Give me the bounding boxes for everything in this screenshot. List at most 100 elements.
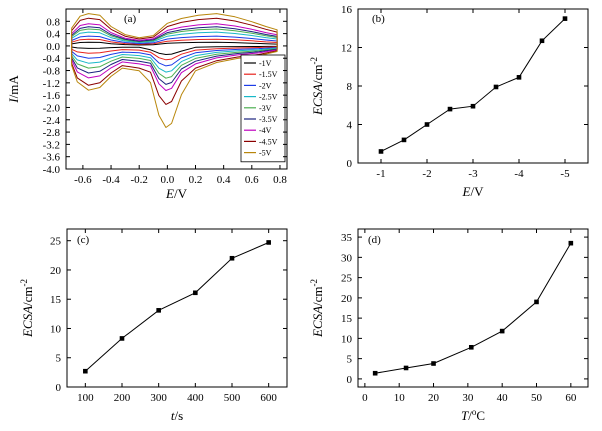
y-axis-label: I/mA bbox=[6, 75, 21, 104]
data-point bbox=[229, 255, 235, 261]
x-tick-label: 500 bbox=[224, 392, 241, 404]
y-tick-label: -3.6 bbox=[43, 152, 61, 164]
series-line bbox=[380, 18, 566, 152]
legend-label: -1V bbox=[259, 59, 272, 68]
cv-curve bbox=[71, 35, 278, 67]
plot-frame bbox=[357, 228, 589, 388]
x-tick-label: -5 bbox=[560, 168, 570, 180]
y-tick-label: 0 bbox=[347, 158, 353, 170]
x-tick-label: -1 bbox=[376, 168, 385, 180]
x-tick-label: 10 bbox=[394, 392, 406, 404]
panel-0-axes: -0.6 -0.4 -0.2 0.0 0.2 0.4 0.6 0.80.80.40.0-0.4… bbox=[6, 8, 288, 201]
data-point bbox=[470, 103, 476, 109]
data-point bbox=[562, 16, 568, 21]
y-tick-label: 30 bbox=[341, 252, 353, 264]
y-tick-label: 15 bbox=[341, 313, 353, 325]
x-tick-label: 0.4 bbox=[217, 174, 231, 186]
y-tick-label: 0.0 bbox=[46, 41, 60, 53]
x-tick-label: 200 bbox=[114, 392, 131, 404]
y-tick-label: 8 bbox=[347, 81, 353, 93]
y-tick-label: -2.8 bbox=[43, 127, 61, 139]
panel-1-series bbox=[378, 16, 568, 154]
data-point bbox=[372, 370, 378, 376]
panel-1-axes: -1 -2 -3 -4 -5 0 4 8 12 16 (b) E/V ECSA/cm-2 bbox=[309, 4, 589, 199]
data-point bbox=[403, 365, 409, 371]
data-point bbox=[493, 84, 499, 90]
x-tick-label: -0.2 bbox=[130, 174, 147, 186]
x-tick-label: 60 bbox=[565, 392, 577, 404]
plot-frame bbox=[65, 8, 288, 170]
panel-0-cv-curves bbox=[71, 13, 278, 128]
y-tick-label: 20 bbox=[341, 293, 353, 305]
y-tick-label: 0 bbox=[347, 374, 353, 386]
panel-label: (b) bbox=[372, 13, 385, 25]
data-point bbox=[266, 240, 271, 245]
y-tick-label: 10 bbox=[50, 323, 62, 335]
x-tick-label: 0 bbox=[362, 392, 368, 404]
y-tick-label: 20 bbox=[50, 265, 62, 277]
panel-2-axes: 100 200 300 400 500 600 0 5 10 15 20 25 (c) t/s ECSA/c… bbox=[19, 228, 288, 423]
x-tick-label: -3 bbox=[468, 168, 478, 180]
y-tick-label: 35 bbox=[341, 232, 353, 244]
data-point bbox=[424, 122, 430, 127]
legend-label: -2.5V bbox=[259, 93, 278, 102]
data-point bbox=[193, 290, 198, 296]
y-tick-label: 5 bbox=[56, 353, 62, 365]
cv-curve bbox=[71, 41, 278, 55]
y-tick-label: 25 bbox=[50, 236, 62, 248]
y-axis-label: ECSA/cm-2 bbox=[309, 57, 325, 116]
x-tick-label: 0.8 bbox=[273, 174, 287, 186]
plot-frame bbox=[66, 228, 288, 388]
x-tick-label: -4 bbox=[514, 168, 524, 180]
data-point bbox=[83, 368, 88, 374]
x-tick-label: 30 bbox=[462, 392, 474, 404]
data-point bbox=[431, 361, 436, 366]
y-tick-label: 10 bbox=[341, 333, 353, 345]
x-tick-label: 300 bbox=[150, 392, 167, 404]
panel-label: (c) bbox=[77, 234, 90, 246]
panel-2-series bbox=[83, 240, 271, 374]
y-tick-label: -2.4 bbox=[43, 115, 61, 127]
data-point bbox=[468, 344, 474, 350]
y-tick-label: 12 bbox=[341, 43, 352, 55]
y-tick-label: -2.0 bbox=[43, 102, 61, 114]
data-point bbox=[156, 308, 161, 313]
cv-curve bbox=[71, 17, 278, 105]
x-axis-label: E/V bbox=[462, 184, 485, 199]
y-tick-label: 15 bbox=[50, 294, 62, 306]
x-axis-label: E/V bbox=[165, 186, 188, 201]
y-tick-label: -1.2 bbox=[43, 78, 60, 90]
y-tick-label: 0.8 bbox=[46, 16, 60, 28]
legend-label: -1.5V bbox=[259, 70, 278, 79]
legend-label: -3V bbox=[259, 104, 272, 113]
x-tick-label: 50 bbox=[531, 392, 543, 404]
legend-label: -2V bbox=[259, 81, 272, 90]
panel-label: (d) bbox=[368, 234, 381, 246]
legend-label: -4.5V bbox=[259, 137, 278, 146]
x-tick-label: -2 bbox=[422, 168, 431, 180]
data-point bbox=[516, 75, 522, 80]
y-tick-label: -3.2 bbox=[43, 139, 60, 151]
y-axis-label: ECSA/cm-2 bbox=[309, 279, 325, 338]
cv-curve bbox=[71, 13, 278, 128]
y-tick-label: -0.4 bbox=[43, 53, 61, 65]
cv-curve bbox=[71, 38, 278, 61]
x-axis-label: T/oC bbox=[461, 407, 485, 423]
data-point bbox=[401, 137, 407, 143]
panel-3-series bbox=[372, 240, 574, 376]
x-tick-label: 600 bbox=[260, 392, 277, 404]
x-tick-label: 40 bbox=[497, 392, 509, 404]
y-tick-label: -0.8 bbox=[43, 66, 61, 78]
x-tick-label: 20 bbox=[428, 392, 440, 404]
x-tick-label: 400 bbox=[187, 392, 204, 404]
data-point bbox=[534, 299, 539, 305]
data-point bbox=[119, 336, 125, 341]
data-point bbox=[568, 240, 574, 246]
series-line bbox=[84, 242, 269, 372]
x-tick-label: 0.2 bbox=[189, 174, 203, 186]
legend-label: -4V bbox=[259, 126, 272, 135]
x-axis-label: t/s bbox=[171, 408, 183, 423]
y-tick-label: 0 bbox=[56, 382, 62, 394]
plot-frame bbox=[357, 8, 589, 164]
